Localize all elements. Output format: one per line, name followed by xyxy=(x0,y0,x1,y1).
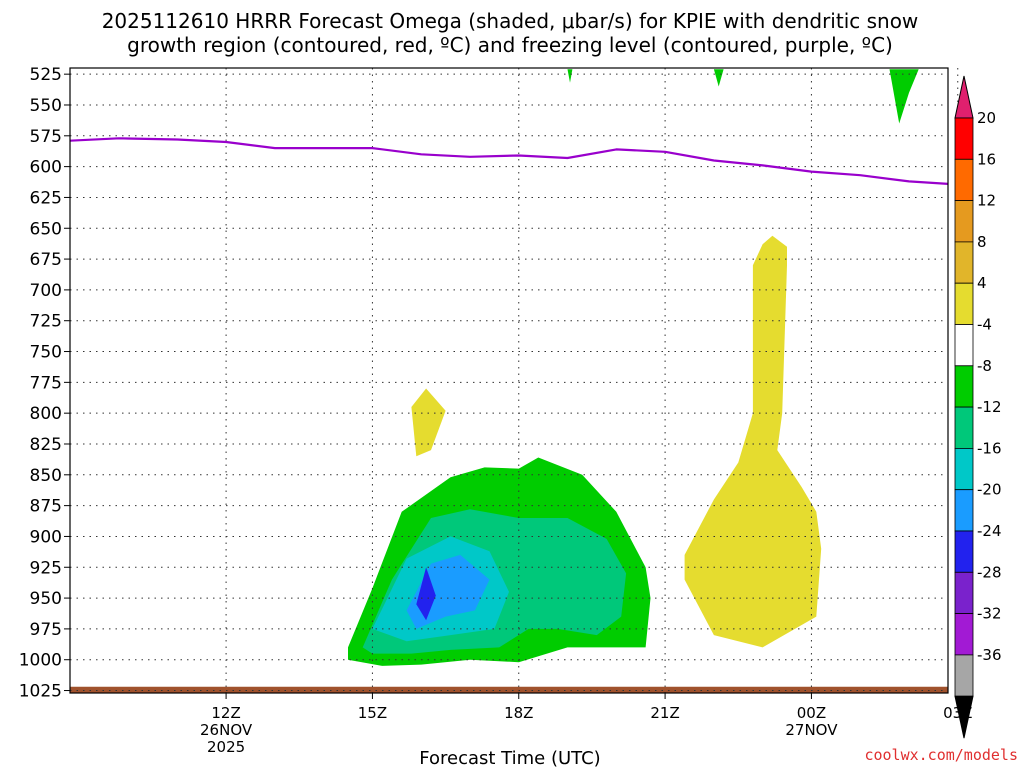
y-tick-label: 975 xyxy=(30,620,62,640)
x-tick-date: 26NOV xyxy=(200,721,253,739)
y-tick-label: 850 xyxy=(30,466,62,486)
freezing-level-line xyxy=(70,137,948,185)
y-tick-label: 550 xyxy=(30,96,62,116)
chart-title-line-2: growth region (contoured, red, ºC) and f… xyxy=(127,33,893,57)
colorbar-swatch xyxy=(954,571,974,614)
colorbar-bottom-arrow xyxy=(954,695,974,739)
y-tick-label: 800 xyxy=(30,404,62,424)
x-tick-label: 21Z xyxy=(650,704,679,722)
omega-region-yellow-blob xyxy=(411,388,446,457)
chart-title-line-1: 2025112610 HRRR Forecast Omega (shaded, … xyxy=(102,9,919,33)
colorbar-label: 16 xyxy=(977,150,996,168)
y-tick-label: 875 xyxy=(30,497,62,517)
freezing-level-layer xyxy=(70,137,948,185)
omega-region-green-upper-2 xyxy=(713,69,724,87)
colorbar-swatch xyxy=(954,489,974,532)
colorbar-swatch xyxy=(954,447,974,491)
colorbar-label: -16 xyxy=(977,439,1002,457)
omega-region-yellow-tower xyxy=(684,235,822,648)
y-axis: 525 550 575 600 625 650 675 700 725 750 775 800 825 8… xyxy=(19,65,70,702)
y-tick-label: 625 xyxy=(30,188,62,208)
colorbar-swatch xyxy=(954,365,974,408)
colorbar-label: 8 xyxy=(977,233,987,251)
x-tick-label: 18Z xyxy=(504,704,533,722)
colorbar-label: -20 xyxy=(977,481,1002,499)
colorbar-swatch xyxy=(954,654,974,697)
colorbar-label: 12 xyxy=(977,192,996,210)
y-tick-label: 600 xyxy=(30,158,62,178)
colorbar-swatch xyxy=(954,117,974,160)
y-tick-label: 925 xyxy=(30,558,62,578)
x-tick-date: 27NOV xyxy=(785,721,838,739)
colorbar-swatch xyxy=(954,200,974,243)
colorbar-label: 20 xyxy=(977,109,996,127)
colorbar-label: -36 xyxy=(977,646,1002,664)
y-tick-label: 650 xyxy=(30,219,62,239)
omega-region-green-upper-3 xyxy=(889,69,919,124)
x-tick-year: 2025 xyxy=(207,738,245,756)
colorbar-label: -32 xyxy=(977,605,1002,623)
colorbar-swatch xyxy=(954,406,974,449)
y-tick-label: 1000 xyxy=(19,651,62,671)
omega-shaded-regions xyxy=(70,69,948,693)
colorbar: 20 16 12 8 4 -4 -8 -12 -16 -20 -24 -28 -32 -36 xyxy=(954,75,1002,739)
colorbar-label: 4 xyxy=(977,274,987,292)
colorbar-label: -24 xyxy=(977,522,1002,540)
x-axis-label: Forecast Time (UTC) xyxy=(419,748,600,768)
credit-text: coolwx.com/models xyxy=(864,746,1018,764)
colorbar-label: -12 xyxy=(977,398,1002,416)
y-tick-label: 1025 xyxy=(19,682,62,702)
omega-region-surface-band xyxy=(70,686,948,693)
omega-region-green-upper-1 xyxy=(567,69,573,83)
y-tick-label: 950 xyxy=(30,589,62,609)
x-tick-label: 12Z xyxy=(211,704,240,722)
colorbar-swatch xyxy=(954,158,974,202)
y-tick-label: 775 xyxy=(30,373,62,393)
plot-frame xyxy=(69,67,949,694)
colorbar-swatch xyxy=(954,241,974,284)
y-tick-label: 700 xyxy=(30,281,62,301)
colorbar-swatch xyxy=(954,324,974,367)
colorbar-label: -8 xyxy=(977,357,992,375)
omega-region-seagreen-spot xyxy=(557,558,578,605)
y-tick-label: 575 xyxy=(30,127,62,147)
y-tick-label: 825 xyxy=(30,435,62,455)
x-tick-label: 15Z xyxy=(358,704,387,722)
omega-region-darkblue-core xyxy=(416,567,436,621)
colorbar-label: -4 xyxy=(977,316,992,334)
y-tick-label: 525 xyxy=(30,65,62,85)
y-tick-label: 675 xyxy=(30,250,62,270)
y-tick-label: 725 xyxy=(30,312,62,332)
colorbar-label: -28 xyxy=(977,563,1002,581)
y-tick-label: 900 xyxy=(30,527,62,547)
colorbar-swatch xyxy=(954,282,974,325)
colorbar-swatch xyxy=(954,613,974,656)
colorbar-swatch xyxy=(954,530,974,573)
y-tick-label: 750 xyxy=(30,343,62,363)
x-tick-label: 00Z xyxy=(797,704,826,722)
